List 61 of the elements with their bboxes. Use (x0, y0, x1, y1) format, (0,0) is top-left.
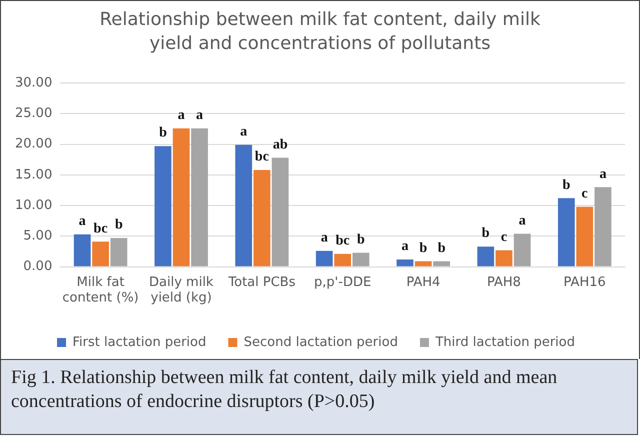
bar (594, 187, 612, 266)
bar (396, 259, 414, 266)
caption: Fig 1. Relationship between milk fat content, daily milk yield and mean concentrations of endocrine disruptors (P>0.05) (0, 359, 638, 435)
x-tick-label: PAH16 (564, 274, 606, 290)
chart-title: Relationship between milk fat content, daily milk yield and concentrations of pollutants (98, 8, 542, 56)
data-label: a (196, 108, 204, 123)
data-label: b (357, 232, 365, 248)
data-label: bc (336, 234, 350, 249)
bar (272, 158, 289, 266)
bar (334, 254, 352, 266)
bar (154, 146, 172, 266)
bar (514, 234, 531, 266)
data-label: bc (94, 221, 108, 236)
x-tick-label: p,p'-DDE (314, 274, 372, 290)
y-tick-label: 5.00 (23, 228, 52, 244)
bar (110, 238, 128, 266)
data-label: b (159, 126, 168, 141)
x-tick-label: Total PCBs (227, 274, 296, 290)
x-tick-label: Daily milk yield (kg) (149, 274, 214, 306)
x-tick-label: PAH8 (487, 274, 521, 290)
bar (433, 261, 450, 266)
y-tick-label: 25.00 (15, 106, 52, 122)
y-tick-label: 10.00 (15, 198, 52, 213)
bar (235, 144, 252, 266)
legend-label: Second lactation period (244, 334, 398, 350)
data-label: a (518, 213, 526, 228)
bar (477, 246, 494, 266)
bar (558, 198, 575, 266)
legend-label: Third lactation period (434, 334, 575, 350)
x-tick-label: Milk fat content (%) (62, 274, 139, 306)
x-tick-label: PAH4 (406, 274, 440, 290)
bar (254, 170, 270, 266)
data-label: a (599, 166, 606, 182)
data-label: a (78, 214, 86, 229)
data-label: a (402, 239, 409, 254)
data-label: b (114, 218, 123, 233)
data-label: a (320, 230, 328, 246)
data-label: b (419, 240, 428, 256)
bar (191, 128, 208, 266)
bar (496, 250, 512, 266)
data-label: b (438, 240, 446, 256)
bar (316, 250, 333, 266)
bar (172, 128, 190, 266)
y-tick-label: 30.00 (15, 75, 52, 90)
legend-label: First lactation period (72, 334, 206, 350)
y-tick-label: 20.00 (15, 136, 52, 152)
data-label: b (482, 226, 490, 242)
data-label: bc (254, 150, 269, 165)
data-label: c (500, 230, 508, 245)
bar (92, 242, 109, 266)
bar (352, 252, 370, 266)
bar (576, 206, 594, 266)
data-label: a (240, 124, 248, 140)
data-label: c (582, 186, 588, 202)
bar (414, 261, 432, 266)
data-label: a (178, 108, 185, 123)
data-label: b (562, 178, 570, 193)
y-tick-label: 15.00 (15, 167, 52, 182)
data-label: ab (272, 137, 288, 152)
y-tick-label: 0.00 (23, 259, 52, 274)
bar (74, 234, 91, 266)
